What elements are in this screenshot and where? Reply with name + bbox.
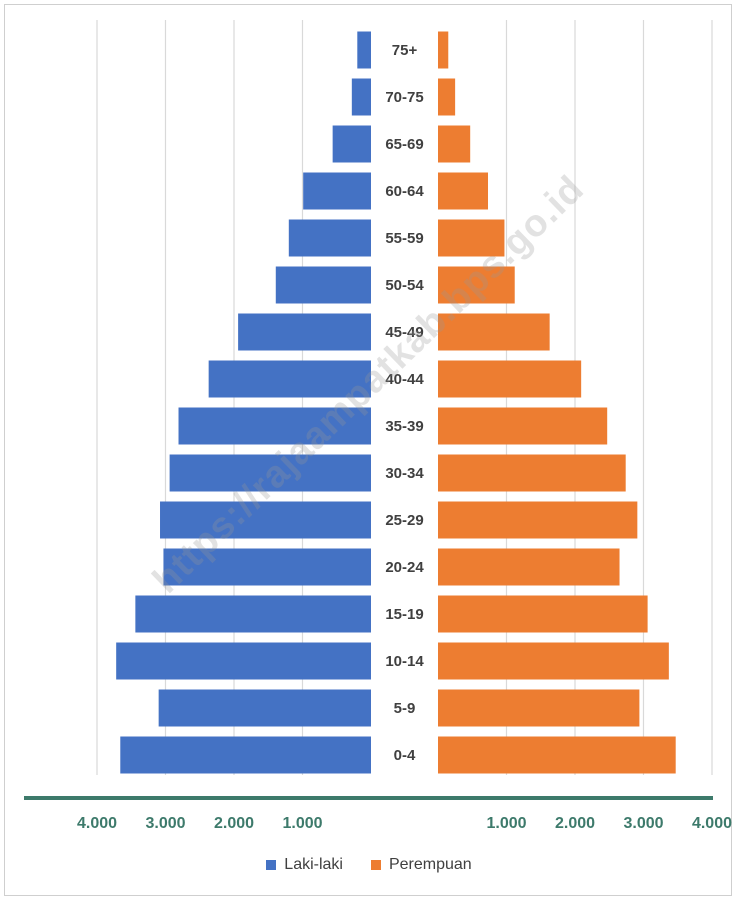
bar-laki-laki-65-69 (332, 125, 371, 163)
bar-perempuan-35-39 (438, 407, 608, 445)
age-group-label: 55-59 (385, 230, 423, 247)
x-tick-label-left: 4.000 (77, 815, 117, 832)
bar-laki-laki-30-34 (169, 454, 371, 492)
bar-laki-laki-0-4 (120, 736, 371, 774)
bar-perempuan-15-19 (438, 595, 648, 633)
legend-item-male: Laki-laki (266, 856, 343, 874)
bar-laki-laki-45-49 (238, 313, 371, 351)
x-tick-label-left: 2.000 (214, 815, 254, 832)
bar-perempuan-30-34 (438, 454, 626, 492)
age-group-label: 5-9 (394, 700, 416, 717)
legend-swatch-female (370, 860, 381, 870)
age-group-label: 50-54 (385, 277, 424, 294)
age-group-label: 10-14 (385, 653, 424, 670)
age-group-label: 70-75 (385, 89, 423, 106)
x-tick-label-right: 3.000 (623, 815, 663, 832)
age-group-label: 40-44 (385, 371, 424, 388)
bar-perempuan-75+ (438, 31, 449, 69)
bar-laki-laki-40-44 (208, 360, 371, 398)
x-tick-label-left: 3.000 (145, 815, 185, 832)
bar-perempuan-10-14 (438, 642, 669, 680)
bar-laki-laki-35-39 (178, 407, 371, 445)
age-group-label: 15-19 (385, 606, 423, 623)
bar-laki-laki-70-75 (351, 78, 371, 116)
bar-perempuan-5-9 (438, 689, 640, 727)
x-tick-label-right: 2.000 (555, 815, 595, 832)
bar-perempuan-65-69 (438, 125, 471, 163)
age-group-label: 75+ (392, 42, 418, 59)
bar-laki-laki-15-19 (135, 595, 371, 633)
bar-laki-laki-25-29 (160, 501, 371, 539)
x-tick-label-right: 1.000 (486, 815, 526, 832)
bar-perempuan-0-4 (438, 736, 676, 774)
legend-item-female: Perempuan (370, 856, 472, 874)
bar-laki-laki-5-9 (158, 689, 371, 727)
bar-perempuan-60-64 (438, 172, 489, 210)
age-group-label: 45-49 (385, 324, 423, 341)
bar-laki-laki-60-64 (303, 172, 371, 210)
x-tick-label-left: 1.000 (282, 815, 322, 832)
age-group-label: 35-39 (385, 418, 423, 435)
x-tick-label-right: 4.000 (692, 815, 732, 832)
bar-laki-laki-75+ (357, 31, 371, 69)
bar-laki-laki-50-54 (275, 266, 371, 304)
bar-perempuan-50-54 (438, 266, 515, 304)
bar-laki-laki-55-59 (288, 219, 371, 257)
age-group-label: 20-24 (385, 559, 424, 576)
chart-frame (4, 4, 732, 896)
age-group-label: 30-34 (385, 465, 424, 482)
age-group-label: 0-4 (394, 747, 416, 764)
age-group-label: 60-64 (385, 183, 424, 200)
bar-perempuan-45-49 (438, 313, 550, 351)
legend-label-male: Laki-laki (284, 856, 343, 873)
chart-legend: Laki-laki Perempuan (0, 856, 738, 874)
age-group-label: 25-29 (385, 512, 423, 529)
bar-laki-laki-10-14 (116, 642, 372, 680)
bar-perempuan-40-44 (438, 360, 582, 398)
bar-perempuan-20-24 (438, 548, 620, 586)
bar-laki-laki-20-24 (163, 548, 371, 586)
bar-perempuan-55-59 (438, 219, 505, 257)
bar-perempuan-25-29 (438, 501, 638, 539)
legend-swatch-male (266, 860, 277, 870)
age-group-label: 65-69 (385, 136, 423, 153)
bar-perempuan-70-75 (438, 78, 456, 116)
legend-label-female: Perempuan (388, 856, 472, 873)
